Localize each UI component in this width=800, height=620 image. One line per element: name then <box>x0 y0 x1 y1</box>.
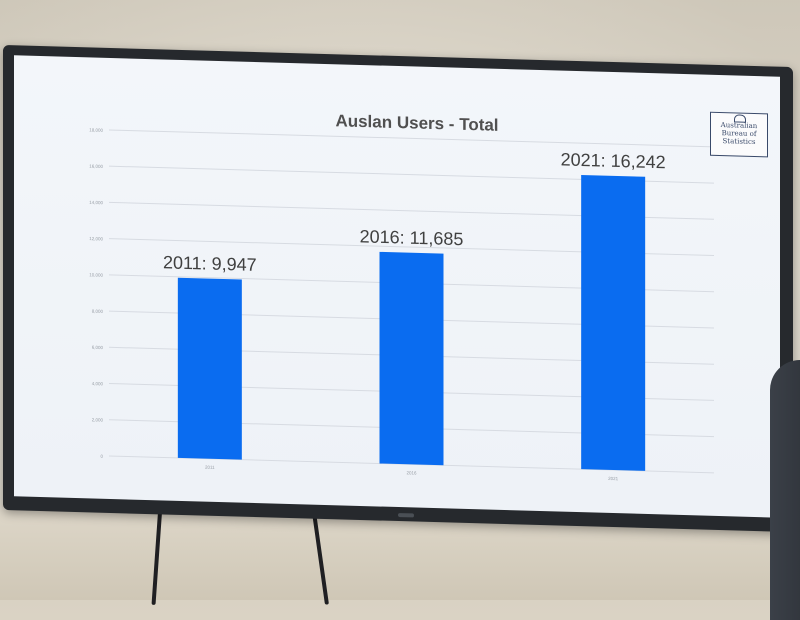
logo-line-3: Statistics <box>722 137 756 147</box>
y-tick-label: 18,000 <box>89 127 103 132</box>
bar-chart: Auslan Users - Total 0 2,000 4,000 6,000 8,0… <box>89 111 714 482</box>
data-labels: 2011: 9,947 2016: 11,685 2021: 16,242 <box>163 149 666 275</box>
tv-power-indicator <box>398 513 414 518</box>
abs-logo: Australian Bureau of Statistics <box>710 111 768 158</box>
bar-2021 <box>581 174 646 471</box>
y-axis-ticks: 0 2,000 4,000 6,000 8,000 10,000 12,000 14,000 1… <box>89 127 103 458</box>
y-tick-label: 12,000 <box>89 236 103 241</box>
y-tick-label: 8,000 <box>92 309 104 314</box>
x-axis-ticks: 2011 2016 2021 <box>205 465 619 482</box>
crest-icon <box>734 114 746 123</box>
bars <box>177 174 646 471</box>
data-label-2011: 2011: 9,947 <box>163 252 257 275</box>
y-tick-label: 2,000 <box>92 417 104 422</box>
gridline <box>109 129 714 148</box>
data-label-2021: 2021: 16,242 <box>561 149 666 172</box>
x-tick-label: 2016 <box>406 470 417 475</box>
bar-2016 <box>379 251 444 466</box>
chart-title: Auslan Users - Total <box>335 111 498 135</box>
y-tick-label: 0 <box>100 454 103 459</box>
x-tick-label: 2021 <box>608 476 619 481</box>
bar-2011 <box>177 277 242 460</box>
y-tick-label: 4,000 <box>92 381 104 386</box>
data-label-2016: 2016: 11,685 <box>360 226 464 249</box>
x-tick-label: 2011 <box>205 465 215 470</box>
y-tick-label: 6,000 <box>92 345 104 350</box>
y-tick-label: 16,000 <box>89 164 103 169</box>
tv-screen: Auslan Users - Total 0 2,000 4,000 6,000 8,0… <box>14 55 780 518</box>
y-tick-label: 10,000 <box>89 272 103 277</box>
y-tick-label: 14,000 <box>89 200 103 205</box>
tv-monitor: Auslan Users - Total 0 2,000 4,000 6,000 8,0… <box>3 45 793 533</box>
person-partial <box>770 360 800 620</box>
